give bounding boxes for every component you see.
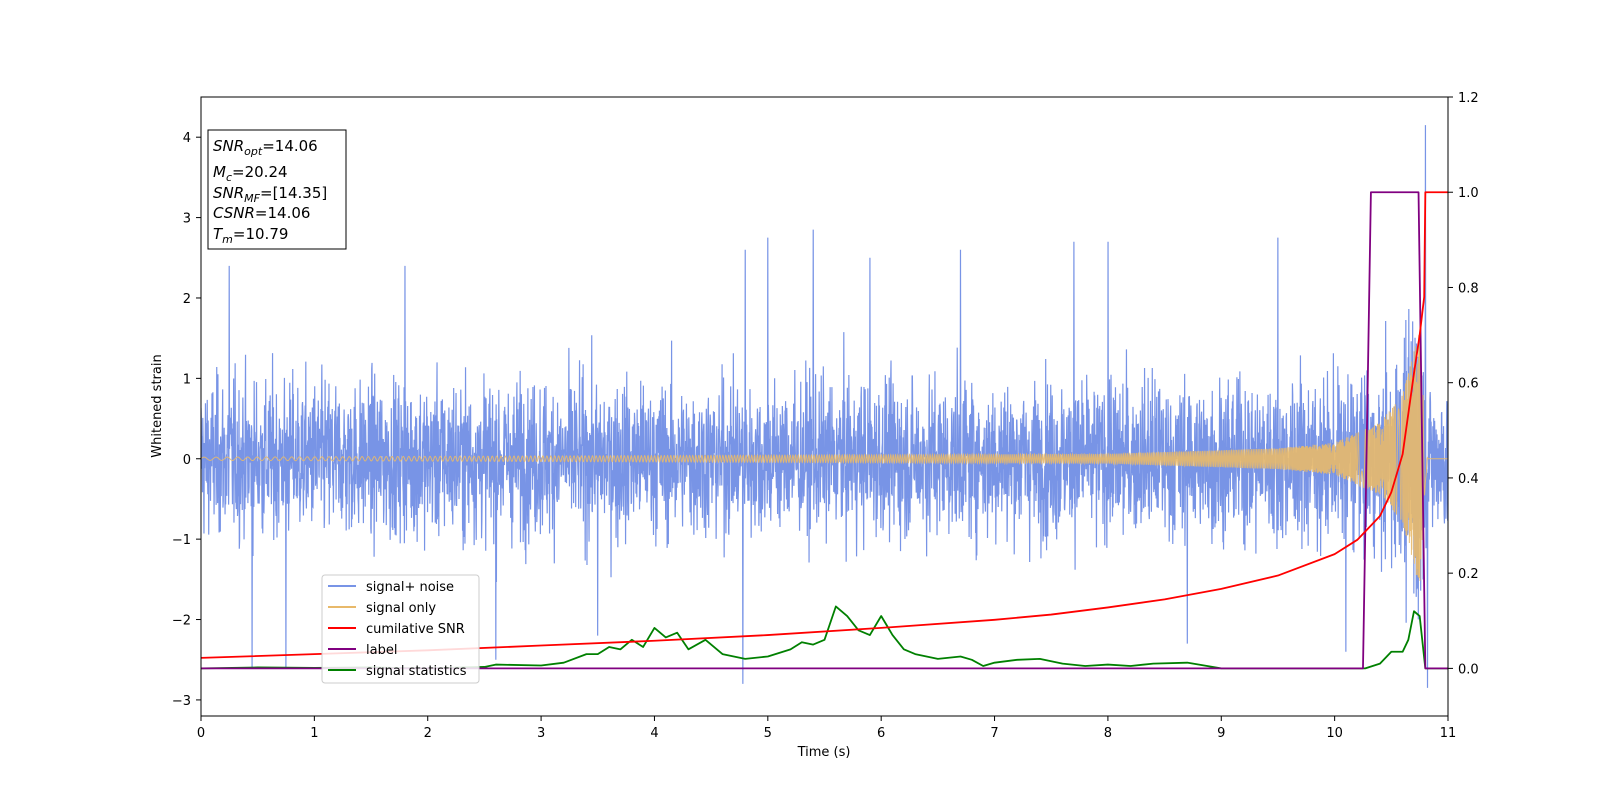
y2-tick-label: 0.6 [1458,377,1479,392]
y2-tick-label: 0.8 [1458,281,1479,296]
plot-frame [200,96,1449,717]
legend-entry-label: signal only [366,601,436,616]
annotation-box: SNRopt=14.06 Mc=20.24SNRMF=[14.35]CSNR=14… [207,129,347,250]
legend-entry-label: signal+ noise [366,580,454,595]
y-tick-label: 1 [183,372,191,387]
x-axis: 0 1 2 3 4 5 6 7 8 9 10 11 [197,716,1456,741]
x-tick-label: 1 [310,726,318,741]
y-tick-label: 3 [183,212,191,227]
x-tick-label: 3 [537,726,545,741]
annotation-line: Tm=10.79 [213,225,288,246]
legend-entry-label: cumilative SNR [366,622,465,637]
y-tick-label: 0 [183,453,191,468]
legend-entry-label: label [366,643,397,658]
y2-tick-label: 0.0 [1458,662,1479,677]
annotation-line: SNRMF=[14.35] [213,184,327,205]
x-tick-label: 7 [990,726,998,741]
y-axis-left: −3 −2 −1 0 1 2 3 4 [172,131,201,709]
y2-tick-label: 0.2 [1458,567,1479,582]
annotation-line: Mc=20.24 [213,163,288,184]
x-tick-label: 9 [1217,726,1225,741]
y2-tick-label: 1.0 [1458,186,1479,201]
y-tick-label: 2 [183,292,191,307]
series-signal-only-line [201,334,1448,582]
x-tick-label: 6 [877,726,885,741]
legend: signal+ noise signal only cumilative SNR la… [321,574,480,684]
y-tick-label: −1 [172,533,191,548]
y-tick-label: 4 [183,131,191,146]
legend-entry-label: signal statistics [366,664,467,679]
y-axis-label: Whitened strain [150,354,165,457]
series-layer [201,125,1448,688]
x-tick-label: 5 [764,726,772,741]
x-tick-label: 8 [1104,726,1112,741]
x-tick-label: 10 [1326,726,1343,741]
y2-tick-label: 1.2 [1458,91,1479,106]
annotation-line: SNRopt=14.06 [213,137,318,158]
series-label-line [201,191,1448,670]
y2-tick-label: 0.4 [1458,472,1479,487]
x-tick-label: 4 [650,726,658,741]
x-tick-label: 11 [1440,726,1457,741]
x-axis-label: Time (s) [797,745,851,760]
y-tick-label: −2 [172,614,191,629]
y-axis-right: 0.0 0.2 0.4 0.6 0.8 1.0 1.2 [1448,91,1479,677]
x-tick-label: 0 [197,726,205,741]
y-tick-label: −3 [172,694,191,709]
annotation-line: CSNR=14.06 [213,204,310,222]
x-tick-label: 2 [424,726,432,741]
